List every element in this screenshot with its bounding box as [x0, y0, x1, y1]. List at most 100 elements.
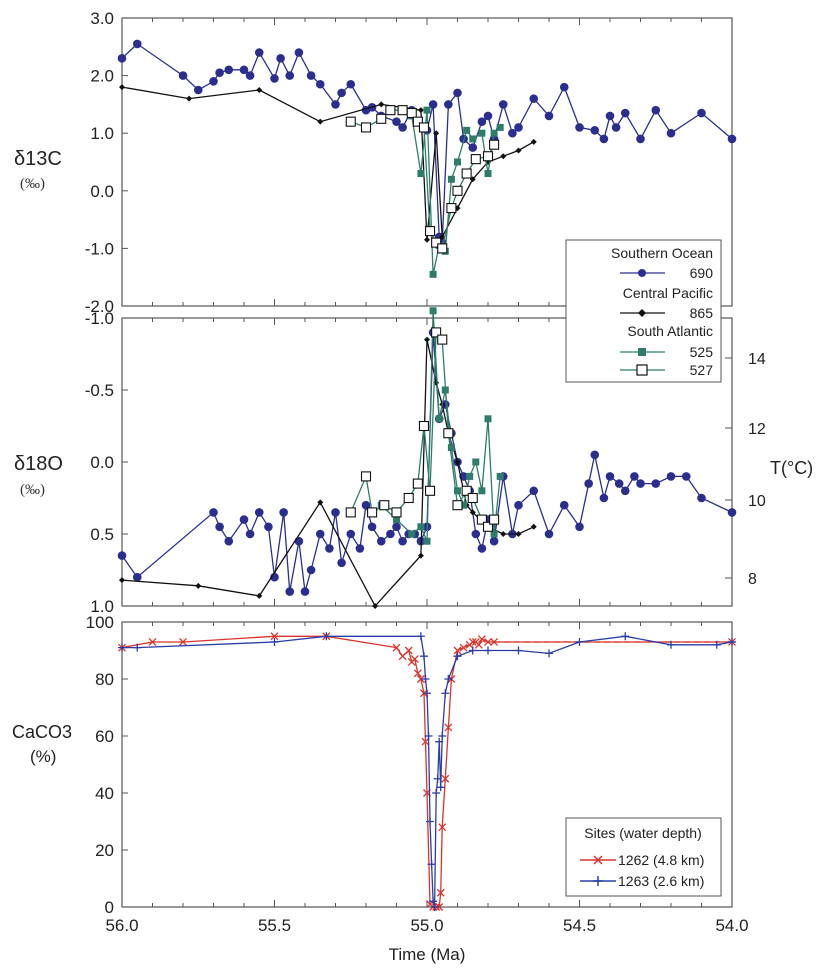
y-tick-label: 3.0 [90, 9, 114, 28]
point-1262 [477, 635, 486, 644]
point-527 [360, 471, 372, 482]
point-690 [279, 508, 288, 517]
point-865 [469, 509, 476, 516]
point-690 [428, 100, 438, 109]
point-865 [417, 107, 424, 114]
point-527 [360, 122, 372, 133]
legend-527-label: 527 [690, 362, 714, 378]
point-690 [498, 100, 508, 109]
point-1263 [444, 675, 453, 683]
legend-690-marker [638, 269, 646, 277]
point-527 [385, 105, 396, 116]
point-690 [614, 479, 624, 488]
point-690 [254, 48, 264, 57]
point-690 [276, 54, 285, 63]
point-525 [496, 123, 504, 131]
legend-caco3-title: Sites (water depth) [584, 825, 702, 841]
point-1262 [484, 637, 492, 646]
point-1262 [413, 669, 422, 678]
point-690 [636, 479, 645, 488]
point-690 [590, 450, 600, 460]
point-1263 [424, 732, 433, 740]
y-tick-label: -2.0 [85, 297, 114, 316]
point-1263 [429, 897, 438, 906]
point-865 [500, 531, 507, 537]
point-690 [331, 100, 340, 109]
point-527 [412, 478, 423, 489]
point-1263 [133, 643, 142, 652]
point-865 [119, 84, 125, 91]
point-690 [611, 123, 621, 132]
point-527 [461, 485, 472, 496]
point-690 [315, 79, 325, 89]
point-690 [337, 558, 346, 568]
x-tick-label: 56.0 [105, 916, 138, 935]
point-525 [417, 170, 425, 178]
point-690 [605, 472, 615, 481]
point-527 [376, 113, 387, 124]
point-690 [224, 65, 234, 75]
point-1262 [438, 823, 447, 832]
point-1263 [118, 643, 126, 652]
point-865 [378, 101, 385, 108]
point-690 [331, 508, 340, 517]
point-690 [559, 82, 569, 92]
point-1263 [438, 732, 447, 740]
legend-1262-label: 1262 (4.8 km) [618, 852, 704, 868]
y-tick-label: 40 [95, 784, 114, 803]
point-527 [489, 514, 500, 525]
point-525 [472, 458, 480, 466]
point-690 [489, 536, 499, 546]
point-525 [447, 444, 455, 452]
point-527 [482, 151, 494, 162]
x-axis-label: Time (Ma) [389, 945, 466, 964]
point-527 [424, 226, 436, 237]
point-525 [460, 501, 468, 509]
point-1263 [423, 689, 431, 698]
point-690 [239, 65, 249, 75]
series-line-525 [380, 310, 501, 542]
point-690 [209, 77, 218, 86]
point-525 [484, 415, 492, 423]
point-527 [367, 507, 378, 518]
legend-caco3: Sites (water depth) 1262 (4.8 km) 1263 (… [565, 817, 722, 897]
point-690 [508, 128, 517, 138]
legend-caco3-box [565, 817, 722, 897]
x-tick-label: 55.0 [410, 916, 443, 935]
series-line-525 [411, 110, 501, 275]
point-1262 [435, 903, 444, 911]
point-690 [355, 544, 365, 553]
point-1263 [667, 640, 675, 649]
point-525 [423, 106, 431, 114]
d18o-yunit: (‰) [20, 482, 45, 498]
point-1262 [410, 655, 419, 664]
point-690 [392, 117, 401, 126]
y2-tick-label: 10 [748, 493, 766, 510]
point-527 [482, 521, 494, 532]
point-865 [256, 87, 263, 93]
point-525 [435, 415, 443, 423]
point-525 [423, 537, 431, 545]
point-690 [575, 522, 584, 532]
point-865 [454, 459, 461, 465]
point-690 [285, 587, 295, 596]
point-527 [345, 507, 356, 518]
point-690 [514, 123, 523, 132]
point-690 [300, 587, 310, 596]
point-1263 [545, 649, 553, 658]
point-690 [245, 71, 255, 80]
d13c-yunit: (‰) [20, 176, 45, 192]
point-1262 [416, 675, 425, 683]
y-tick-label: 0.5 [90, 525, 114, 544]
point-690 [193, 85, 203, 95]
y-tick-label: 60 [95, 727, 114, 746]
point-690 [178, 71, 188, 80]
point-690 [398, 536, 407, 546]
point-865 [372, 603, 379, 609]
point-690 [215, 68, 224, 78]
series-line-865 [121, 339, 535, 608]
point-865 [119, 577, 125, 584]
point-690 [285, 71, 295, 80]
point-690 [727, 508, 737, 517]
